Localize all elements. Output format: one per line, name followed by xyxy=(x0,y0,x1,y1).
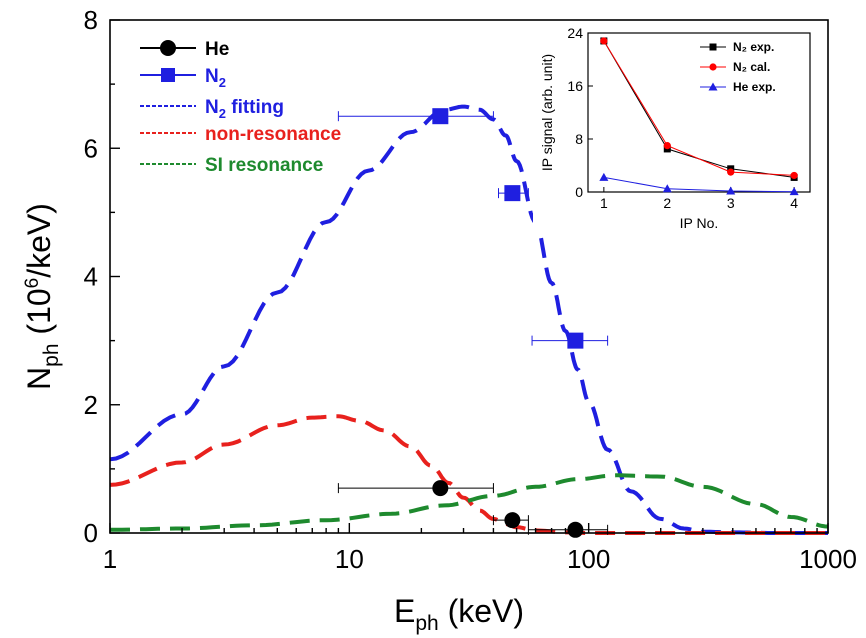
y-axis-label-unit-pre: (10 xyxy=(21,288,57,343)
marker-square xyxy=(432,108,449,125)
inset-marker-circle xyxy=(727,168,735,176)
inset-legend-label: He exp. xyxy=(733,80,776,94)
curve-n2fit xyxy=(109,104,828,535)
curve-nonres xyxy=(109,414,828,535)
inset-legend-item-n2cal: N₂ cal. xyxy=(700,60,770,74)
inset-x-axis-label: IP No. xyxy=(680,215,719,231)
inset-background xyxy=(533,24,825,232)
legend-label: N2 fitting xyxy=(205,97,284,121)
legend-item-nonres: non-resonance xyxy=(140,124,341,145)
legend-item-n2: N2 xyxy=(140,66,226,90)
inset-marker-triangle xyxy=(662,184,672,193)
inset-series-heexp xyxy=(599,172,799,196)
inset-legend-marker-triangle xyxy=(708,82,718,91)
inset-y-axis-label: IP signal (arb. unit) xyxy=(539,54,555,171)
inset-x-tick-label: 4 xyxy=(790,195,798,211)
y-tick-label: 6 xyxy=(84,133,98,163)
x-tick-label: 1000 xyxy=(799,544,857,574)
point-n2-1 xyxy=(497,185,529,202)
y-tick-label: 2 xyxy=(84,390,98,420)
inset-x-tick-label: 1 xyxy=(600,195,608,211)
inset-marker-circle xyxy=(600,37,608,45)
legend-item-n2fit: N2 fitting xyxy=(140,97,284,121)
point-he-1 xyxy=(492,512,529,529)
inset-line xyxy=(603,176,795,193)
marker-circle xyxy=(504,512,521,529)
y-axis-label-unit-sup: 6 xyxy=(22,278,43,289)
legend-label: N2 xyxy=(205,66,226,90)
y-axis-label-main: N xyxy=(21,367,57,390)
marker-circle xyxy=(432,480,449,497)
x-axis-label-unit: (keV) xyxy=(439,593,524,629)
inset-marker-circle xyxy=(790,171,798,180)
y-axis-label: Nph (106/keV) xyxy=(21,203,63,390)
inset-legend-item-n2exp: N₂ exp. xyxy=(700,40,774,54)
legend-label-main: He xyxy=(205,39,229,60)
point-he-0 xyxy=(337,480,494,497)
x-axis-label-sub: ph xyxy=(415,612,438,635)
curve-si xyxy=(110,473,829,532)
legend-label-main: N xyxy=(205,97,219,118)
inset-frame xyxy=(587,32,811,193)
inset-y-tick-label: 24 xyxy=(567,25,583,41)
inset-marker-triangle xyxy=(789,187,799,196)
legend-marker-circle xyxy=(160,40,176,56)
inset-line xyxy=(603,40,795,176)
legend-item-si: SI resonance xyxy=(140,155,323,176)
y-axis-label-unit-post: /keV) xyxy=(21,203,57,278)
point-n2-0 xyxy=(337,108,494,125)
x-tick-label: 100 xyxy=(567,544,610,574)
marker-square xyxy=(567,332,584,349)
legend-label: SI resonance xyxy=(205,155,323,176)
inset-series-n2cal xyxy=(600,37,798,180)
legend-label-suffix: fitting xyxy=(226,97,284,118)
inset-y-tick-label: 8 xyxy=(575,131,583,147)
inset-marker-triangle xyxy=(599,172,609,181)
point-he-2 xyxy=(527,521,609,538)
inset-x-tick-label: 3 xyxy=(727,195,735,211)
legend-label-main: SI resonance xyxy=(205,155,323,176)
y-tick-label: 4 xyxy=(84,262,98,292)
inset-plot: 1 2 3 4 0 8 16 24 IP No. IP signal (arb. unit) N₂ … xyxy=(533,24,825,232)
inset-legend-item-heexp: He exp. xyxy=(700,80,776,94)
legend-marker-square xyxy=(161,68,175,82)
inset-legend-marker-circle xyxy=(709,63,717,71)
inset-legend-label: N₂ exp. xyxy=(733,40,774,54)
x-axis-label: Eph (keV) xyxy=(394,593,524,635)
marker-circle xyxy=(567,521,584,538)
y-tick-label: 8 xyxy=(84,5,98,35)
legend-label: non-resonance xyxy=(205,124,341,145)
inset-y-tick-label: 0 xyxy=(575,184,583,200)
inset-marker-circle xyxy=(663,142,671,150)
legend-label-main: non-resonance xyxy=(205,124,341,145)
legend-label-sub: 2 xyxy=(219,106,226,121)
main-curves xyxy=(109,104,829,535)
x-axis-label-main: E xyxy=(394,593,415,629)
inset-legend-marker-square xyxy=(709,43,717,51)
legend-label: He xyxy=(205,39,229,60)
legend-label-main: N xyxy=(205,66,219,87)
x-tick-label: 1 xyxy=(103,544,117,574)
y-axis-label-sub: ph xyxy=(40,343,63,366)
inset-y-tick-label: 16 xyxy=(567,78,583,94)
marker-square xyxy=(504,185,521,202)
inset-x-tick-label: 2 xyxy=(663,195,671,211)
legend-item-he: He xyxy=(140,39,229,60)
point-n2-2 xyxy=(531,332,609,349)
y-tick-label: 0 xyxy=(84,518,98,548)
inset-marker-triangle xyxy=(726,186,736,195)
legend-label-sub: 2 xyxy=(219,75,226,90)
x-tick-label: 10 xyxy=(335,544,364,574)
inset-legend-label: N₂ cal. xyxy=(733,60,770,74)
